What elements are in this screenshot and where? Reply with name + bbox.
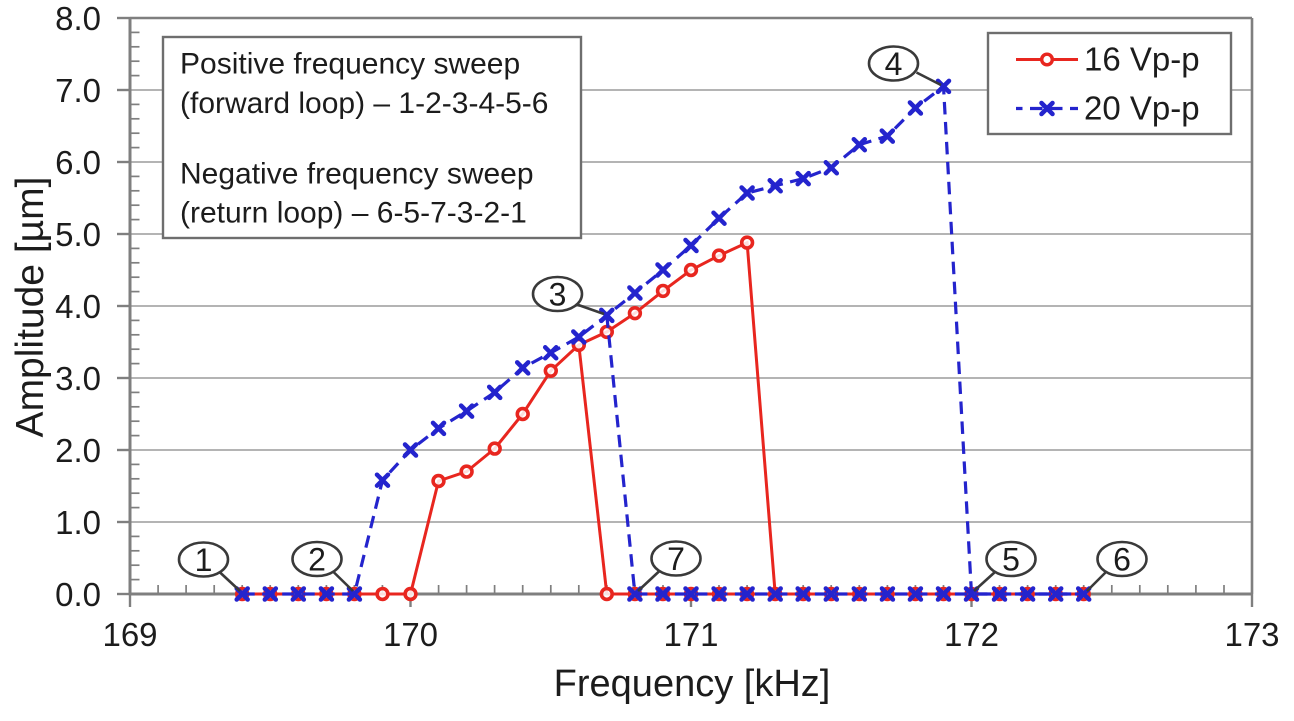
svg-text:2: 2 [308,542,326,578]
svg-text:171: 171 [663,616,718,653]
svg-text:3: 3 [549,277,567,313]
svg-text:Amplitude [µm]: Amplitude [µm] [9,177,52,438]
svg-text:5.0: 5.0 [55,216,101,253]
svg-text:6: 6 [1113,542,1131,578]
svg-text:7.0: 7.0 [55,72,101,109]
svg-text:170: 170 [383,616,438,653]
svg-text:Frequency [kHz]: Frequency [kHz] [554,663,831,705]
svg-text:(forward loop) – 1-2-3-4-5-6: (forward loop) – 1-2-3-4-5-6 [180,87,548,120]
svg-text:8.0: 8.0 [55,0,101,37]
svg-text:169: 169 [102,616,157,653]
svg-text:173: 173 [1224,616,1279,653]
svg-text:1: 1 [195,542,213,578]
svg-text:2.0: 2.0 [55,432,101,469]
svg-text:16 Vp-p: 16 Vp-p [1084,41,1200,78]
svg-text:1.0: 1.0 [55,504,101,541]
svg-text:(return loop) – 6-5-7-3-2-1: (return loop) – 6-5-7-3-2-1 [180,197,527,230]
svg-text:7: 7 [667,541,685,577]
svg-text:Positive frequency sweep: Positive frequency sweep [180,48,520,81]
svg-text:Negative frequency sweep: Negative frequency sweep [180,158,534,191]
svg-text:3.0: 3.0 [55,360,101,397]
svg-text:4.0: 4.0 [55,288,101,325]
svg-text:4: 4 [885,46,903,82]
svg-text:5: 5 [1002,542,1020,578]
svg-text:6.0: 6.0 [55,144,101,181]
svg-text:172: 172 [944,616,999,653]
svg-text:0.0: 0.0 [55,576,101,613]
svg-text:20 Vp-p: 20 Vp-p [1084,90,1200,127]
